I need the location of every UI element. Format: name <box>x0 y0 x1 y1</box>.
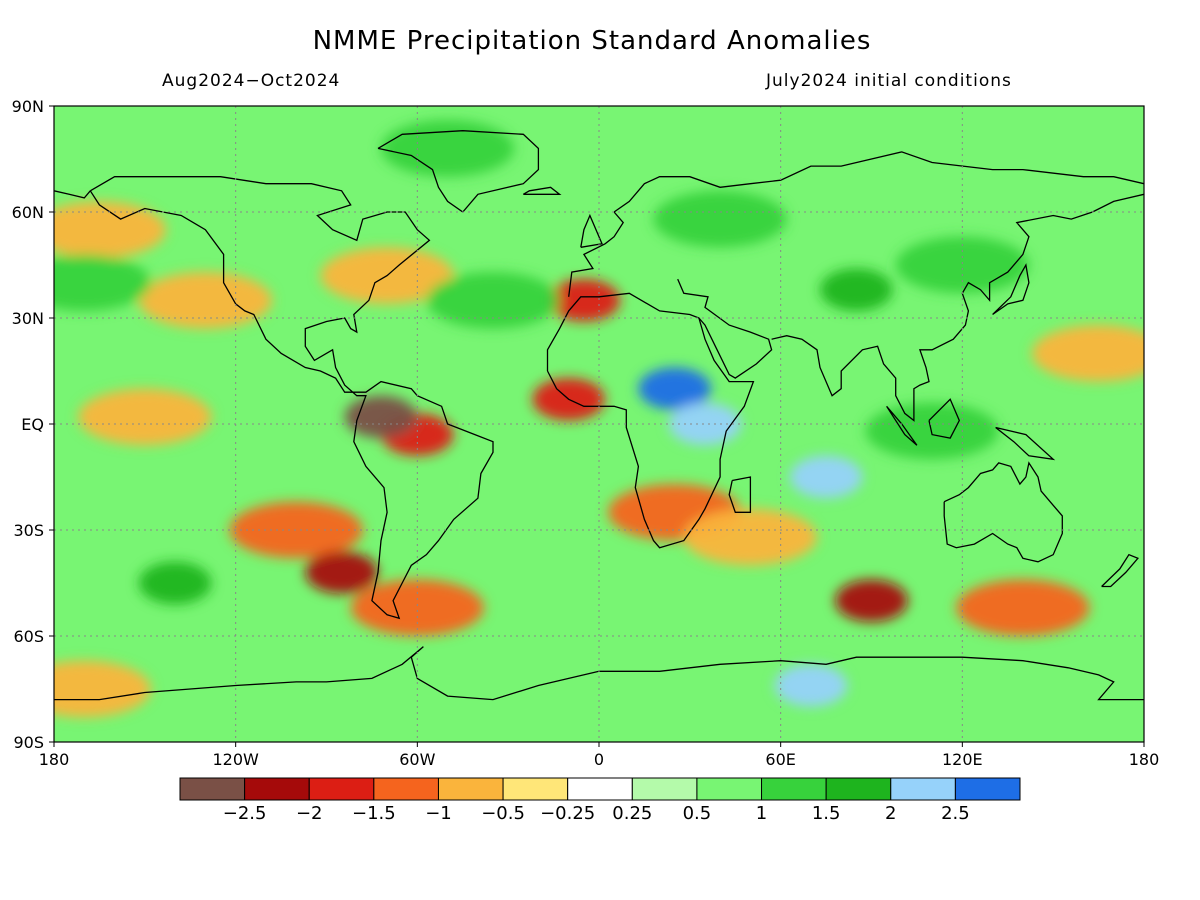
anomaly-region <box>344 395 418 439</box>
colorbar-swatch <box>373 777 439 801</box>
colorbar-label: −2 <box>296 803 323 824</box>
colorbar-swatch <box>179 777 246 801</box>
y-tick-label: 90N <box>12 97 44 116</box>
anomaly-region <box>54 201 167 258</box>
anomaly-region <box>683 508 818 566</box>
anomaly-region <box>350 579 484 636</box>
colorbar-swatch <box>308 777 375 801</box>
axes: 180 120W 60W 0 60E 120E 180 90N 60N 30N EQ 30S 60S 90… <box>12 97 1160 769</box>
anomaly-region <box>78 388 212 446</box>
colorbar-swatch <box>761 777 827 801</box>
colorbar-label: 1 <box>756 803 767 824</box>
colorbar-label: 0.25 <box>612 803 652 824</box>
colorbar-swatch <box>954 777 1021 801</box>
colorbar-label: −2.5 <box>223 803 267 824</box>
y-tick-label: 90S <box>13 733 44 752</box>
plot-area <box>54 106 1144 742</box>
colorbar-label: 1.5 <box>812 803 841 824</box>
colorbar-label: 2 <box>885 803 896 824</box>
coastline <box>886 405 918 446</box>
coastline <box>522 186 562 195</box>
coastline <box>1101 553 1139 588</box>
colorbar: −2.5 −2 −1.5 −1 −0.5 −0.25 0.25 0.5 1 1.5 2 2.5 <box>179 777 1021 824</box>
y-tick-label: EQ <box>21 415 44 434</box>
anomaly-region <box>865 402 999 460</box>
coastline <box>928 398 961 439</box>
y-tick-label: 30S <box>13 521 44 540</box>
anomaly-region <box>820 268 893 311</box>
anomaly-region <box>638 367 712 410</box>
coastline <box>54 190 91 199</box>
colorbar-label: 2.5 <box>941 803 970 824</box>
anomaly-region <box>668 402 742 446</box>
coastline <box>943 461 1063 563</box>
x-tick-label: 120W <box>212 750 259 769</box>
colorbar-swatch <box>437 777 504 801</box>
gridlines <box>54 106 1144 742</box>
anomaly-region <box>547 279 621 322</box>
colorbar-label: −0.25 <box>540 803 595 824</box>
coastline <box>728 476 752 513</box>
colorbar-swatch <box>631 777 698 801</box>
y-tick-label: 60S <box>13 627 44 646</box>
coastline <box>995 426 1056 461</box>
x-tick-label: 180 <box>1129 750 1160 769</box>
anomaly-region <box>54 254 151 311</box>
anomaly-region <box>138 561 212 605</box>
anomaly-region <box>653 190 787 248</box>
coastline <box>580 213 603 248</box>
anomaly-region <box>54 660 151 718</box>
colorbar-swatch <box>696 777 763 801</box>
anomaly-region <box>956 579 1090 636</box>
initial-conditions-label: July2024 initial conditions <box>766 71 1012 91</box>
coastline <box>54 646 1144 701</box>
coastline <box>377 130 540 213</box>
colorbar-label: 0.5 <box>683 803 712 824</box>
anomaly-region <box>774 664 848 707</box>
x-tick-label: 60E <box>765 750 795 769</box>
coastline <box>568 151 1144 297</box>
x-tick-label: 180 <box>39 750 70 769</box>
coastline <box>546 292 755 549</box>
colorbar-swatch <box>890 777 956 801</box>
anomaly-region <box>305 551 378 594</box>
coastline <box>677 278 773 379</box>
colorbar-swatch <box>825 777 892 801</box>
x-tick-label: 60W <box>399 750 435 769</box>
colorbar-swatch <box>502 777 569 801</box>
colorbar-label: −1.5 <box>352 803 396 824</box>
colorbar-label: −1 <box>425 803 452 824</box>
anomaly-region <box>138 272 272 329</box>
x-tick-label: 0 <box>594 750 604 769</box>
map-title: NMME Precipitation Standard Anomalies <box>312 26 872 56</box>
colorbar-swatch <box>567 777 633 801</box>
coastlines <box>54 130 1144 701</box>
valid-period-label: Aug2024−Oct2024 <box>162 71 341 91</box>
colorbar-label: −0.5 <box>481 803 525 824</box>
anomaly-region <box>229 501 363 559</box>
coastline <box>992 263 1030 316</box>
y-tick-label: 60N <box>12 203 44 222</box>
anomaly-region <box>835 579 908 622</box>
anomaly-region <box>1031 325 1144 382</box>
anomaly-region <box>381 120 515 177</box>
x-tick-label: 120E <box>942 750 983 769</box>
y-tick-label: 30N <box>12 309 44 328</box>
colorbar-swatch <box>244 777 310 801</box>
coastline <box>771 193 1144 422</box>
anomaly-region <box>426 272 560 329</box>
anomaly-region <box>789 455 863 499</box>
